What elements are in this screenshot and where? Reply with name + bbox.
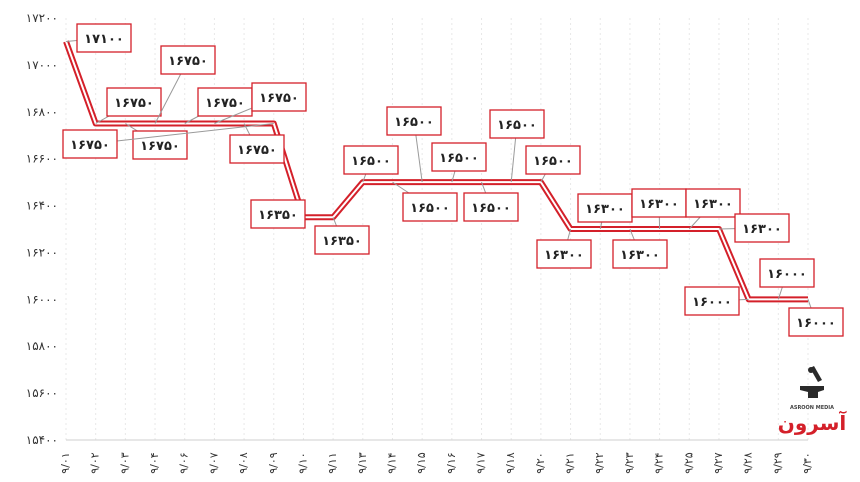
data-label-box xyxy=(251,82,307,112)
x-tick-label: ۹/۲۹ xyxy=(771,452,784,474)
y-tick-label: ۱۶۲۰۰ xyxy=(26,245,58,259)
logo-title: آسرون xyxy=(778,410,848,435)
y-tick-label: ۱۷۰۰۰ xyxy=(26,58,58,72)
data-label-box xyxy=(685,188,741,218)
data-label: ۱۶۰۰۰ xyxy=(692,295,732,310)
x-tick-label: ۹/۱۷ xyxy=(475,452,488,474)
logo-subtitle: ASROON MEDIA xyxy=(790,405,834,411)
data-label-box xyxy=(402,192,458,222)
data-label-box xyxy=(612,239,668,269)
x-tick-label: ۹/۰۳ xyxy=(118,452,131,474)
data-label-box xyxy=(229,134,285,164)
data-label-box xyxy=(62,129,118,159)
y-tick-label: ۱۵۶۰۰ xyxy=(26,386,58,400)
data-label: ۱۶۳۰۰ xyxy=(693,197,733,212)
y-tick-label: ۱۶۶۰۰ xyxy=(26,152,58,166)
data-label: ۱۶۷۵۰ xyxy=(168,54,208,69)
data-label: ۱۶۷۵۰ xyxy=(237,143,277,158)
x-tick-label: ۹/۱۶ xyxy=(445,452,458,473)
data-label: ۱۶۵۰۰ xyxy=(351,154,391,169)
x-tick-label: ۹/۲۸ xyxy=(742,452,755,474)
x-tick-label: ۹/۲۲ xyxy=(593,452,606,474)
data-label-box xyxy=(734,213,790,243)
data-label: ۱۶۷۵۰ xyxy=(259,91,299,106)
x-tick-label: ۹/۰۹ xyxy=(267,452,280,474)
data-label: ۱۶۳۰۰ xyxy=(742,222,782,237)
x-tick-label: ۹/۰۲ xyxy=(89,452,102,474)
data-label-box xyxy=(343,145,399,175)
x-tick-label: ۹/۱۵ xyxy=(415,452,428,474)
data-label-box xyxy=(431,142,487,172)
data-label: ۱۶۵۰۰ xyxy=(439,151,479,166)
data-label-box xyxy=(386,106,442,136)
data-label: ۱۶۳۵۰ xyxy=(322,234,362,249)
data-label-leader xyxy=(89,123,274,145)
x-tick-label: ۹/۲۱ xyxy=(564,452,577,473)
data-label-box xyxy=(788,307,844,337)
asroon-logo: ASROON MEDIA آسرون xyxy=(778,366,848,435)
data-label: ۱۶۵۰۰ xyxy=(497,118,537,133)
x-tick-label: ۹/۲۵ xyxy=(682,452,695,474)
data-label: ۱۶۵۰۰ xyxy=(533,154,573,169)
data-label: ۱۶۷۵۰ xyxy=(205,96,245,111)
data-label-box xyxy=(314,225,370,255)
y-tick-label: ۱۵۴۰۰ xyxy=(26,433,58,447)
data-label-box xyxy=(132,130,188,160)
x-tick-label: ۹/۰۷ xyxy=(207,452,220,474)
data-label: ۱۶۳۰۰ xyxy=(620,248,660,263)
data-label: ۱۶۰۰۰ xyxy=(796,316,836,331)
data-label-box xyxy=(463,192,519,222)
data-label-box xyxy=(76,23,132,53)
data-label: ۱۶۳۰۰ xyxy=(585,202,625,217)
data-label: ۱۶۰۰۰ xyxy=(767,267,807,282)
data-label-box xyxy=(250,199,306,229)
anvil-icon xyxy=(800,366,824,398)
data-label: ۱۶۳۰۰ xyxy=(639,197,679,212)
x-tick-label: ۹/۱۴ xyxy=(385,452,398,474)
x-tick-label: ۹/۲۴ xyxy=(653,452,666,474)
y-tick-label: ۱۶۴۰۰ xyxy=(26,199,58,213)
y-tick-label: ۱۷۲۰۰ xyxy=(26,11,58,25)
x-tick-label: ۹/۲۰ xyxy=(534,452,547,473)
x-tick-label: ۹/۳۰ xyxy=(801,452,814,473)
x-tick-label: ۹/۱۸ xyxy=(504,452,517,474)
data-label-box xyxy=(489,109,545,139)
data-label: ۱۶۵۰۰ xyxy=(471,201,511,216)
data-label-box xyxy=(106,87,162,117)
x-tick-label: ۹/۰۸ xyxy=(237,452,250,474)
y-tick-label: ۱۶۸۰۰ xyxy=(26,105,58,119)
data-label-box xyxy=(160,45,216,75)
y-tick-label: ۱۶۰۰۰ xyxy=(26,292,58,306)
data-label: ۱۶۵۰۰ xyxy=(410,201,450,216)
data-label-box xyxy=(536,239,592,269)
y-tick-label: ۱۵۸۰۰ xyxy=(26,339,58,353)
data-label-box xyxy=(759,258,815,288)
x-tick-label: ۹/۲۳ xyxy=(623,452,636,474)
data-label-box xyxy=(525,145,581,175)
x-tick-label: ۹/۰۴ xyxy=(148,452,161,474)
data-label: ۱۶۷۵۰ xyxy=(114,96,154,111)
data-label: ۱۶۷۵۰ xyxy=(70,138,110,153)
data-label: ۱۶۳۰۰ xyxy=(544,248,584,263)
data-label: ۱۶۵۰۰ xyxy=(394,115,434,130)
data-label-box xyxy=(684,286,740,316)
x-tick-label: ۹/۰۶ xyxy=(178,452,191,473)
series-line-inner xyxy=(65,41,808,301)
x-tick-label: ۹/۱۱ xyxy=(326,452,339,473)
x-tick-label: ۹/۲۷ xyxy=(712,452,725,474)
x-tick-label: ۹/۱۰ xyxy=(296,452,309,473)
data-label: ۱۷۱۰۰ xyxy=(84,32,124,47)
data-label-box xyxy=(631,188,687,218)
data-label: ۱۶۳۵۰ xyxy=(258,208,298,223)
x-tick-label: ۹/۰۱ xyxy=(59,452,72,473)
x-tick-label: ۹/۱۳ xyxy=(356,452,369,474)
data-label: ۱۶۷۵۰ xyxy=(140,139,180,154)
